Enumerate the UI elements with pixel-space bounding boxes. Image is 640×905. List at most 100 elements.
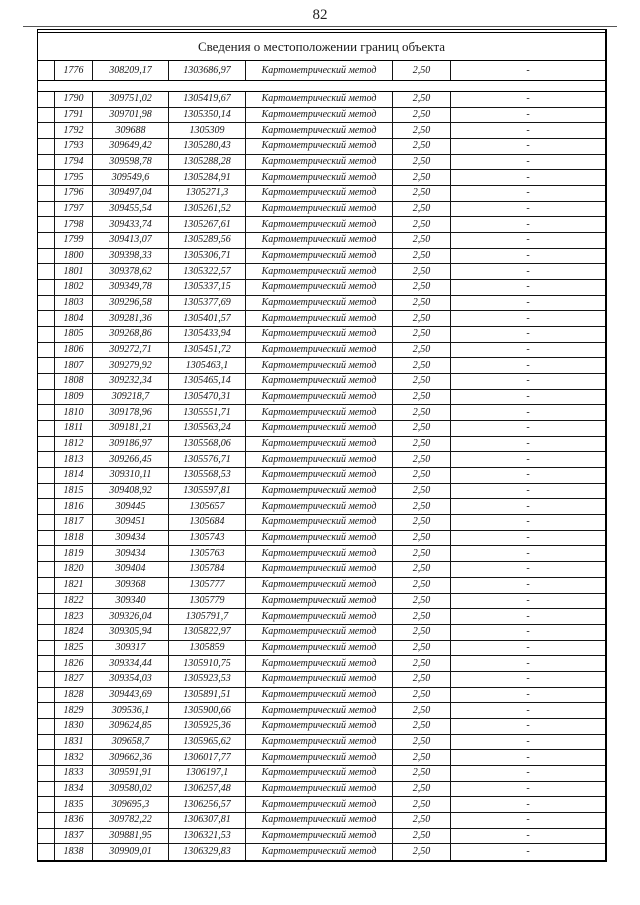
- table-row: 1803 309296,58 1305377,69 Картометрическ…: [38, 295, 605, 312]
- cell-point-number: 1828: [54, 687, 93, 704]
- row-left-indent: [38, 437, 54, 453]
- cell-coordinate-x: 309536,1: [93, 703, 169, 719]
- cell-point-number: 1830: [54, 718, 93, 735]
- cell-coordinate-y: 1305470,31: [169, 389, 246, 406]
- table-row: 1828 309443,69 1305891,51 Картометрическ…: [38, 687, 605, 704]
- cell-note: -: [451, 343, 605, 359]
- row-left-indent: [38, 108, 54, 124]
- cell-coordinate-y: 1305568,53: [169, 468, 246, 484]
- row-left-indent: [38, 264, 54, 281]
- row-left-indent: [38, 499, 54, 516]
- cell-note: -: [451, 186, 605, 202]
- row-left-indent: [38, 233, 54, 249]
- cell-precision: 2,50: [393, 530, 451, 547]
- table-row: 1804 309281,36 1305401,57 Картометрическ…: [38, 311, 605, 328]
- cell-coordinate-y: 1305568,06: [169, 436, 246, 453]
- table-row: 1810 309178,96 1305551,71 Картометрическ…: [38, 405, 605, 422]
- cell-note: -: [451, 405, 605, 422]
- table-title: Сведения о местоположении границ объекта: [38, 32, 605, 61]
- cell-coordinate-x: 309649,42: [93, 139, 169, 155]
- cell-method: Картометрический метод: [246, 812, 393, 829]
- cell-coordinate-y: 1305350,14: [169, 107, 246, 124]
- row-left-indent: [38, 813, 54, 829]
- table-row: 1838 309909,01 1306329,83 Картометрическ…: [38, 844, 605, 860]
- cell-note: -: [451, 327, 605, 343]
- table-row: 1790 309751,02 1305419,67 Картометрическ…: [38, 92, 605, 108]
- cell-coordinate-x: 308209,17: [93, 61, 169, 80]
- cell-point-number: 1838: [54, 844, 93, 860]
- table-row: 1796 309497,04 1305271,3 Картометрически…: [38, 186, 605, 202]
- cell-method: Картометрический метод: [246, 656, 393, 672]
- cell-point-number: 1791: [54, 107, 93, 124]
- cell-coordinate-y: 1305563,24: [169, 421, 246, 437]
- row-left-indent: [38, 641, 54, 657]
- row-left-indent: [38, 452, 54, 469]
- cell-point-number: 1813: [54, 452, 93, 469]
- cell-coordinate-x: 309354,03: [93, 671, 169, 688]
- cell-point-number: 1826: [54, 656, 93, 672]
- row-left-indent: [38, 609, 54, 625]
- cell-method: Картометрический метод: [246, 405, 393, 422]
- row-left-indent: [38, 170, 54, 187]
- cell-coordinate-x: 309434: [93, 530, 169, 547]
- cell-method: Картометрический метод: [246, 483, 393, 500]
- cell-precision: 2,50: [393, 92, 451, 108]
- cell-coordinate-x: 309433,74: [93, 217, 169, 234]
- cell-note: -: [451, 594, 605, 610]
- cell-method: Картометрический метод: [246, 374, 393, 390]
- cell-coordinate-x: 309451: [93, 515, 169, 531]
- row-left-indent: [38, 766, 54, 782]
- row-left-indent: [38, 405, 54, 422]
- cell-point-number: 1798: [54, 217, 93, 234]
- cell-precision: 2,50: [393, 186, 451, 202]
- cell-coordinate-x: 309909,01: [93, 844, 169, 860]
- cell-precision: 2,50: [393, 468, 451, 484]
- cell-coordinate-y: 1305910,75: [169, 656, 246, 672]
- cell-note: -: [451, 421, 605, 437]
- row-left-indent: [38, 750, 54, 766]
- table-row: 1827 309354,03 1305923,53 Картометрическ…: [38, 671, 605, 688]
- cell-coordinate-x: 309232,34: [93, 374, 169, 390]
- cell-coordinate-y: 1305377,69: [169, 295, 246, 312]
- cell-precision: 2,50: [393, 562, 451, 578]
- table-row: 1824 309305,94 1305822,97 Картометрическ…: [38, 624, 605, 641]
- table-row: 1795 309549,6 1305284,91 Картометрически…: [38, 170, 605, 187]
- cell-note: -: [451, 656, 605, 672]
- row-left-indent: [38, 139, 54, 155]
- cell-coordinate-x: 309404: [93, 562, 169, 578]
- cell-coordinate-x: 309279,92: [93, 358, 169, 375]
- cell-method: Картометрический метод: [246, 828, 393, 845]
- cell-coordinate-x: 309326,04: [93, 609, 169, 625]
- cell-point-number: 1803: [54, 295, 93, 312]
- table-row: 1776 308209,17 1303686,97 Картометрическ…: [38, 61, 605, 80]
- cell-note: -: [451, 108, 605, 124]
- cell-method: Картометрический метод: [246, 468, 393, 484]
- cell-coordinate-y: 1305322,57: [169, 264, 246, 281]
- row-left-indent: [38, 546, 54, 563]
- row-left-indent: [38, 123, 54, 140]
- table-row: 1818 309434 1305743 Картометрический мет…: [38, 530, 605, 547]
- cell-point-number: 1799: [54, 233, 93, 249]
- cell-note: -: [451, 609, 605, 625]
- cell-precision: 2,50: [393, 718, 451, 735]
- cell-point-number: 1815: [54, 483, 93, 500]
- cell-method: Картометрический метод: [246, 765, 393, 782]
- row-left-indent: [38, 390, 54, 406]
- cell-coordinate-x: 309305,94: [93, 624, 169, 641]
- cell-coordinate-x: 309317: [93, 640, 169, 657]
- cell-method: Картометрический метод: [246, 170, 393, 187]
- cell-coordinate-y: 1305288,28: [169, 154, 246, 171]
- cell-point-number: 1835: [54, 797, 93, 813]
- row-left-indent: [38, 311, 54, 328]
- row-left-indent: [38, 186, 54, 202]
- row-left-indent: [38, 531, 54, 547]
- table-row: 1821 309368 1305777 Картометрический мет…: [38, 577, 605, 594]
- cell-point-number: 1816: [54, 499, 93, 516]
- cell-method: Картометрический метод: [246, 750, 393, 766]
- cell-coordinate-x: 309591,91: [93, 765, 169, 782]
- cell-method: Картометрический метод: [246, 546, 393, 563]
- row-left-indent: [38, 92, 54, 108]
- cell-note: -: [451, 202, 605, 218]
- table-row: 1799 309413,07 1305289,56 Картометрическ…: [38, 233, 605, 249]
- cell-point-number: 1792: [54, 123, 93, 140]
